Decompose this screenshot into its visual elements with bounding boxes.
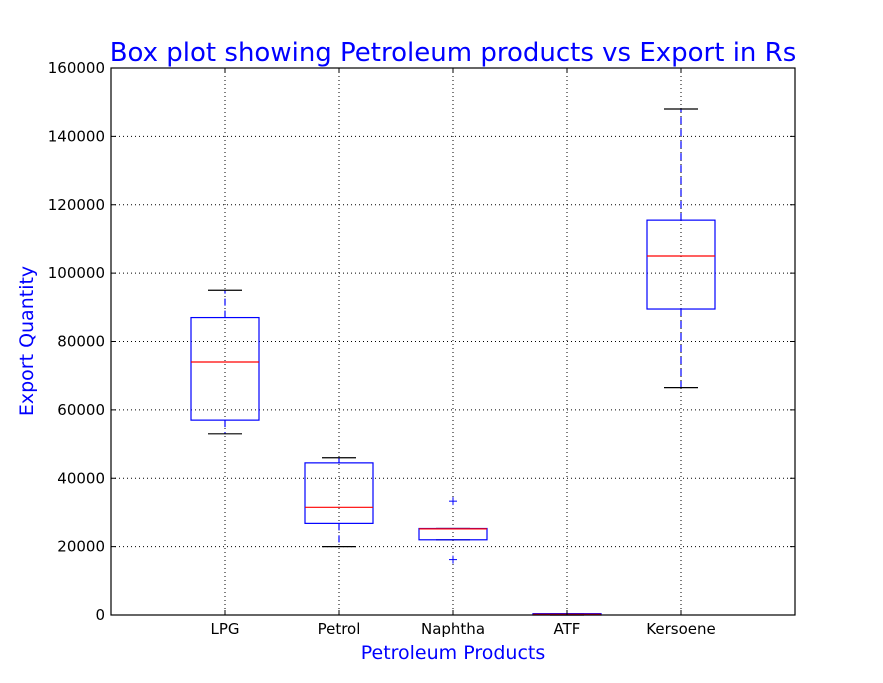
y-tick-label: 60000 (57, 401, 105, 419)
axis-ticks (111, 67, 795, 616)
box-lpg (190, 289, 260, 435)
x-tick-labels: LPG Petrol Naphtha ATF Kersoene (210, 620, 715, 638)
box-naphtha (418, 497, 488, 564)
x-tick-label: Petrol (318, 620, 361, 638)
grid-lines (111, 68, 795, 615)
iqr-box (646, 219, 716, 310)
y-tick-label: 0 (95, 606, 105, 624)
y-tick-label: 160000 (48, 59, 105, 77)
x-tick-label: ATF (554, 620, 581, 638)
x-tick-label: Naphtha (421, 620, 485, 638)
iqr-box (418, 527, 488, 541)
y-tick-label: 100000 (48, 264, 105, 282)
iqr-box (190, 316, 260, 421)
chart-title: Box plot showing Petroleum products vs E… (110, 38, 797, 68)
y-tick-label: 140000 (48, 127, 105, 145)
y-tick-label: 80000 (57, 333, 105, 351)
y-tick-labels: 0 20000 40000 60000 80000 100000 120000 140000 1… (48, 59, 105, 624)
x-tick-label: LPG (210, 620, 239, 638)
box-petrol (304, 457, 374, 548)
box-kersoene (646, 108, 716, 389)
y-axis-label: Export Quantity (16, 266, 38, 416)
y-tick-label: 40000 (57, 469, 105, 487)
x-tick-label: Kersoene (646, 620, 715, 638)
y-tick-label: 20000 (57, 538, 105, 556)
y-tick-label: 120000 (48, 196, 105, 214)
iqr-box (304, 462, 374, 524)
x-axis-label: Petroleum Products (361, 642, 546, 664)
